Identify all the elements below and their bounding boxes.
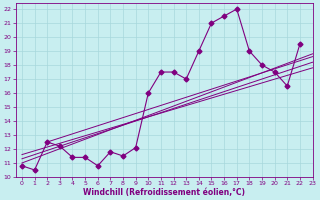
X-axis label: Windchill (Refroidissement éolien,°C): Windchill (Refroidissement éolien,°C) (83, 188, 245, 197)
